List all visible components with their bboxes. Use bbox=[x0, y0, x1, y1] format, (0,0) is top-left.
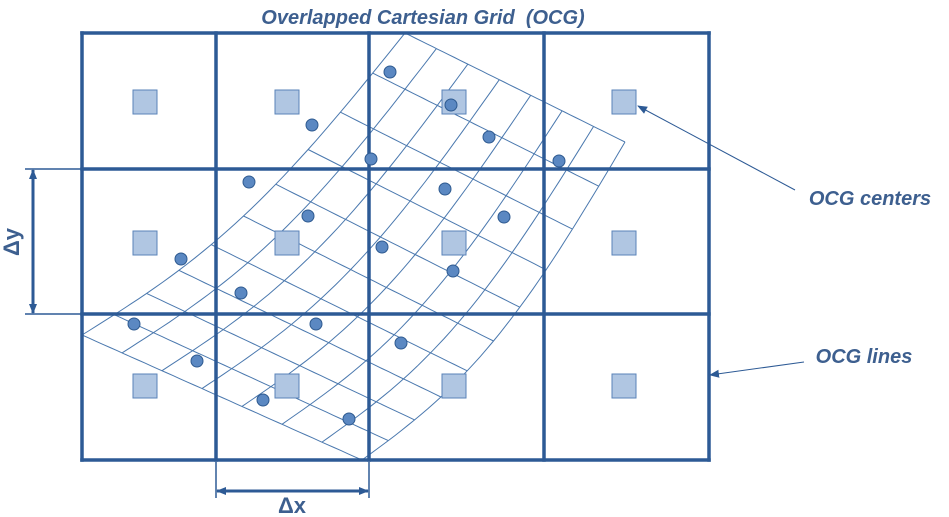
circle-marker-icon bbox=[301, 209, 315, 223]
mesh-points bbox=[127, 65, 566, 426]
square-marker-icon bbox=[274, 373, 300, 399]
square-marker-icon bbox=[611, 373, 637, 399]
circle-marker-icon bbox=[127, 317, 141, 331]
ocg-centers-arrow-icon bbox=[637, 105, 796, 191]
circle-marker-icon bbox=[394, 336, 408, 350]
circle-marker-icon bbox=[190, 354, 204, 368]
mesh-curve bbox=[178, 269, 442, 398]
circle-marker-icon bbox=[438, 182, 452, 196]
square-marker-icon bbox=[274, 89, 300, 115]
square-marker-icon bbox=[132, 230, 158, 256]
dx-label: Δx bbox=[278, 493, 307, 517]
ocg-lines-label: OCG lines bbox=[816, 346, 913, 368]
ocg-centers-label: OCG centers bbox=[809, 188, 931, 210]
circle-marker-icon bbox=[256, 393, 270, 407]
square-marker-icon bbox=[441, 373, 467, 399]
circle-marker-icon bbox=[364, 152, 378, 166]
circle-marker-icon bbox=[305, 118, 319, 132]
square-marker-icon bbox=[274, 230, 300, 256]
circle-marker-icon bbox=[342, 412, 356, 426]
mesh-curve bbox=[210, 244, 468, 372]
square-marker-icon bbox=[132, 89, 158, 115]
square-marker-icon bbox=[441, 230, 467, 256]
circle-marker-icon bbox=[242, 175, 256, 189]
ocg-grid-lines bbox=[80, 31, 711, 462]
mesh-curve bbox=[81, 334, 363, 461]
diagram-title: Overlapped Cartesian Grid (OCG) bbox=[261, 7, 585, 29]
ocg-center-markers bbox=[132, 89, 637, 399]
square-marker-icon bbox=[611, 230, 637, 256]
circle-marker-icon bbox=[234, 286, 248, 300]
ocg-lines-arrow-icon bbox=[709, 361, 805, 378]
circle-marker-icon bbox=[446, 264, 460, 278]
circle-marker-icon bbox=[482, 130, 496, 144]
circle-marker-icon bbox=[552, 154, 566, 168]
mesh-curve bbox=[404, 32, 626, 143]
circle-marker-icon bbox=[309, 317, 323, 331]
circle-marker-icon bbox=[174, 252, 188, 266]
dy-label: Δy bbox=[0, 227, 24, 256]
mesh-curve bbox=[275, 183, 521, 308]
square-marker-icon bbox=[132, 373, 158, 399]
circle-marker-icon bbox=[375, 240, 389, 254]
circle-marker-icon bbox=[497, 210, 511, 224]
circle-marker-icon bbox=[383, 65, 397, 79]
circle-marker-icon bbox=[444, 98, 458, 112]
square-marker-icon bbox=[611, 89, 637, 115]
